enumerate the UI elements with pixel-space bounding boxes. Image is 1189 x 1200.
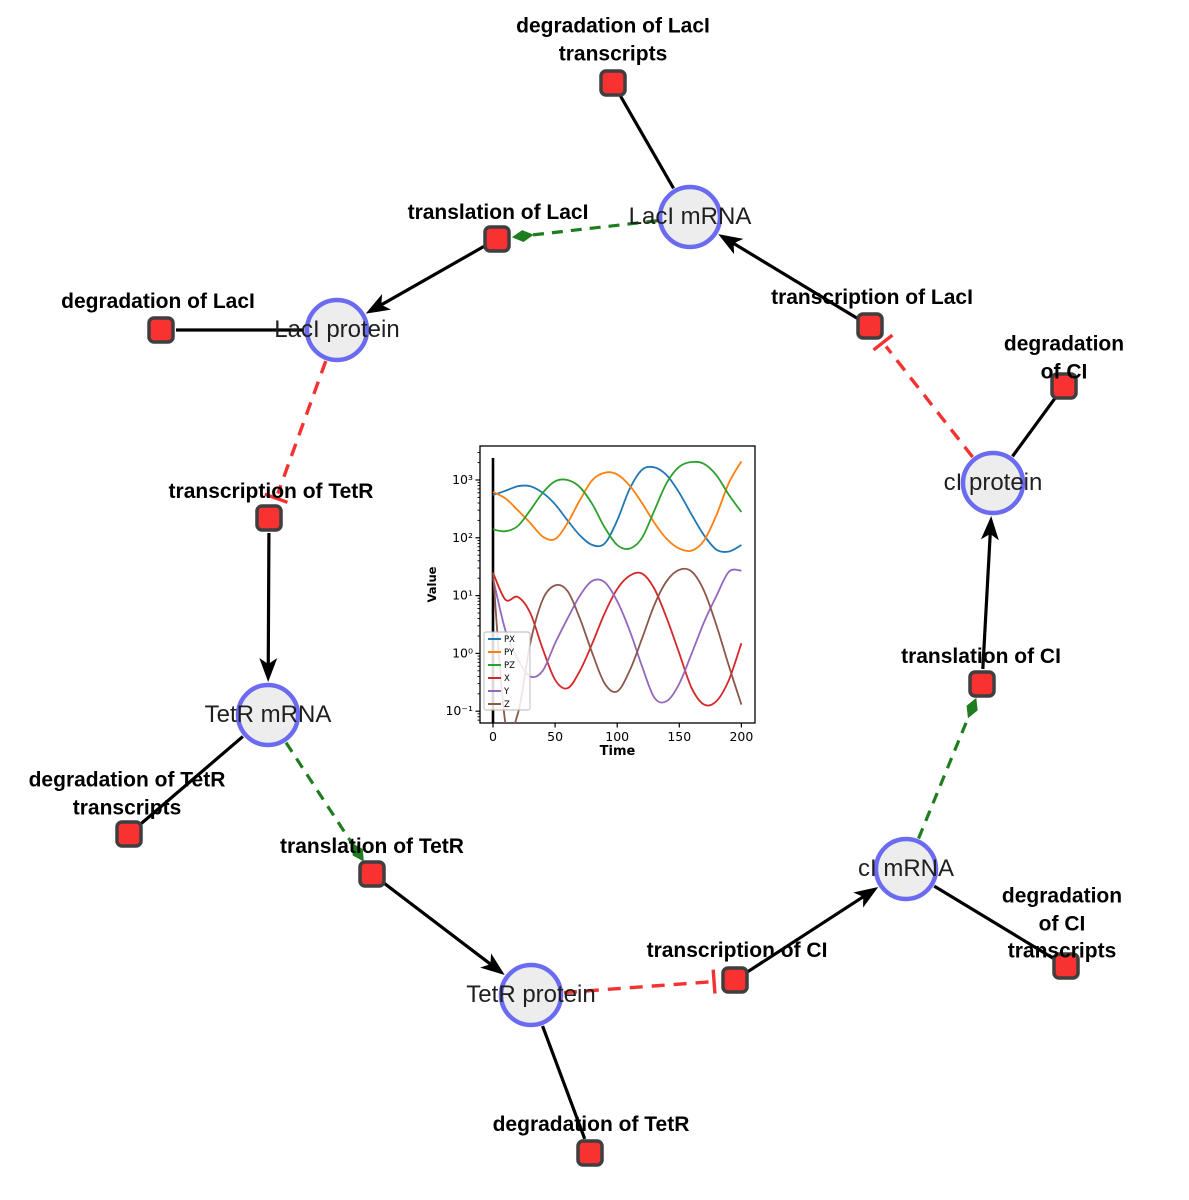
legend-label-y: Y (503, 687, 510, 697)
arrowhead-icon (853, 886, 879, 908)
edge-ci-protein--deg-ci (1011, 397, 1057, 458)
edge-ci-mrna--translation-ci (917, 697, 978, 840)
y-axis-title: Value (425, 566, 439, 602)
legend-label-px: PX (504, 635, 515, 645)
reaction-node-translation-tetr[interactable] (358, 860, 386, 888)
species-node-ci-protein[interactable] (960, 450, 1026, 516)
x-tick-label: 150 (667, 729, 691, 744)
edge-transcription-tetr--tetr-mrna (259, 532, 278, 683)
arrowhead-icon (480, 953, 505, 976)
modifier-diamond-icon (966, 697, 978, 719)
species-node-laci-protein[interactable] (304, 297, 370, 363)
edge-translation-laci--laci-protein (365, 245, 485, 314)
legend-label-z: Z (504, 700, 510, 710)
edge-laci-mrna--translation-laci (511, 219, 658, 243)
y-tick-label: 10³ (452, 472, 473, 487)
edge-transcription-ci--ci-mrna (746, 886, 879, 974)
reaction-node-deg-tetr-transcripts[interactable] (115, 820, 143, 848)
y-tick-label: 10² (452, 530, 473, 545)
reaction-node-deg-ci[interactable] (1050, 372, 1078, 400)
series-line-pz (492, 460, 743, 550)
species-node-tetr-mrna[interactable] (235, 682, 301, 748)
edge-ci-mrna--deg-ci-transcripts (933, 884, 1055, 960)
reaction-node-deg-laci-transcripts[interactable] (599, 69, 627, 97)
modifier-diamond-icon (511, 230, 534, 243)
edge-tetr-mrna--deg-tetr-transcripts (139, 735, 244, 826)
x-tick-label: 50 (547, 729, 563, 744)
inhibition-tbar-icon (711, 969, 717, 994)
y-tick-label: 10¹ (452, 588, 473, 603)
series-line-x (492, 571, 743, 707)
edge-tetr-mrna--translation-tetr (284, 741, 364, 862)
edge-transcription-laci--laci-mrna (718, 234, 858, 320)
reaction-node-deg-laci[interactable] (147, 316, 175, 344)
reaction-node-translation-laci[interactable] (483, 225, 511, 253)
x-tick-label: 200 (729, 729, 753, 744)
y-tick-label: 10⁻¹ (445, 703, 473, 718)
x-axis-title: Time (600, 744, 636, 759)
species-node-ci-mrna[interactable] (873, 836, 939, 902)
x-tick-label: 100 (605, 729, 629, 744)
legend-label-py: PY (504, 648, 515, 658)
arrowhead-icon (259, 657, 278, 683)
legend-label-pz: PZ (504, 661, 515, 671)
reaction-node-transcription-ci[interactable] (721, 966, 749, 994)
species-node-laci-mrna[interactable] (657, 184, 723, 250)
reaction-node-transcription-laci[interactable] (856, 312, 884, 340)
reaction-node-deg-ci-transcripts[interactable] (1052, 952, 1080, 980)
inhibition-tbar-icon (872, 333, 894, 352)
edge-deg-laci-transcripts--laci-mrna (619, 95, 675, 190)
arrowhead-icon (718, 234, 744, 255)
y-tick-label: 10⁰ (452, 645, 473, 660)
edge-translation-tetr--tetr-protein (382, 881, 505, 976)
series-line-px (492, 465, 742, 553)
chart-legend: PX PY PZ XYZ (483, 631, 531, 711)
arrowhead-icon (980, 515, 999, 541)
inhibition-tbar-icon (264, 492, 289, 504)
series-line-y (492, 568, 742, 704)
edge-laci-protein--transcription-tetr (264, 360, 328, 504)
edge-tetr-protein--transcription-ci (563, 969, 717, 995)
edge-tetr-protein--deg-tetr (541, 1025, 587, 1140)
legend-label-x: X (504, 674, 510, 684)
reaction-node-deg-tetr[interactable] (576, 1139, 604, 1167)
modifier-diamond-icon (351, 843, 364, 862)
arrowhead-icon (365, 293, 391, 314)
edge-translation-ci--ci-protein (980, 515, 999, 670)
reaction-node-transcription-tetr[interactable] (255, 504, 283, 532)
reaction-node-translation-ci[interactable] (968, 670, 996, 698)
series-line-py (492, 460, 743, 553)
species-node-tetr-protein[interactable] (498, 962, 564, 1028)
x-tick-label: 0 (489, 729, 497, 744)
edge-ci-protein--transcription-laci (872, 333, 974, 459)
